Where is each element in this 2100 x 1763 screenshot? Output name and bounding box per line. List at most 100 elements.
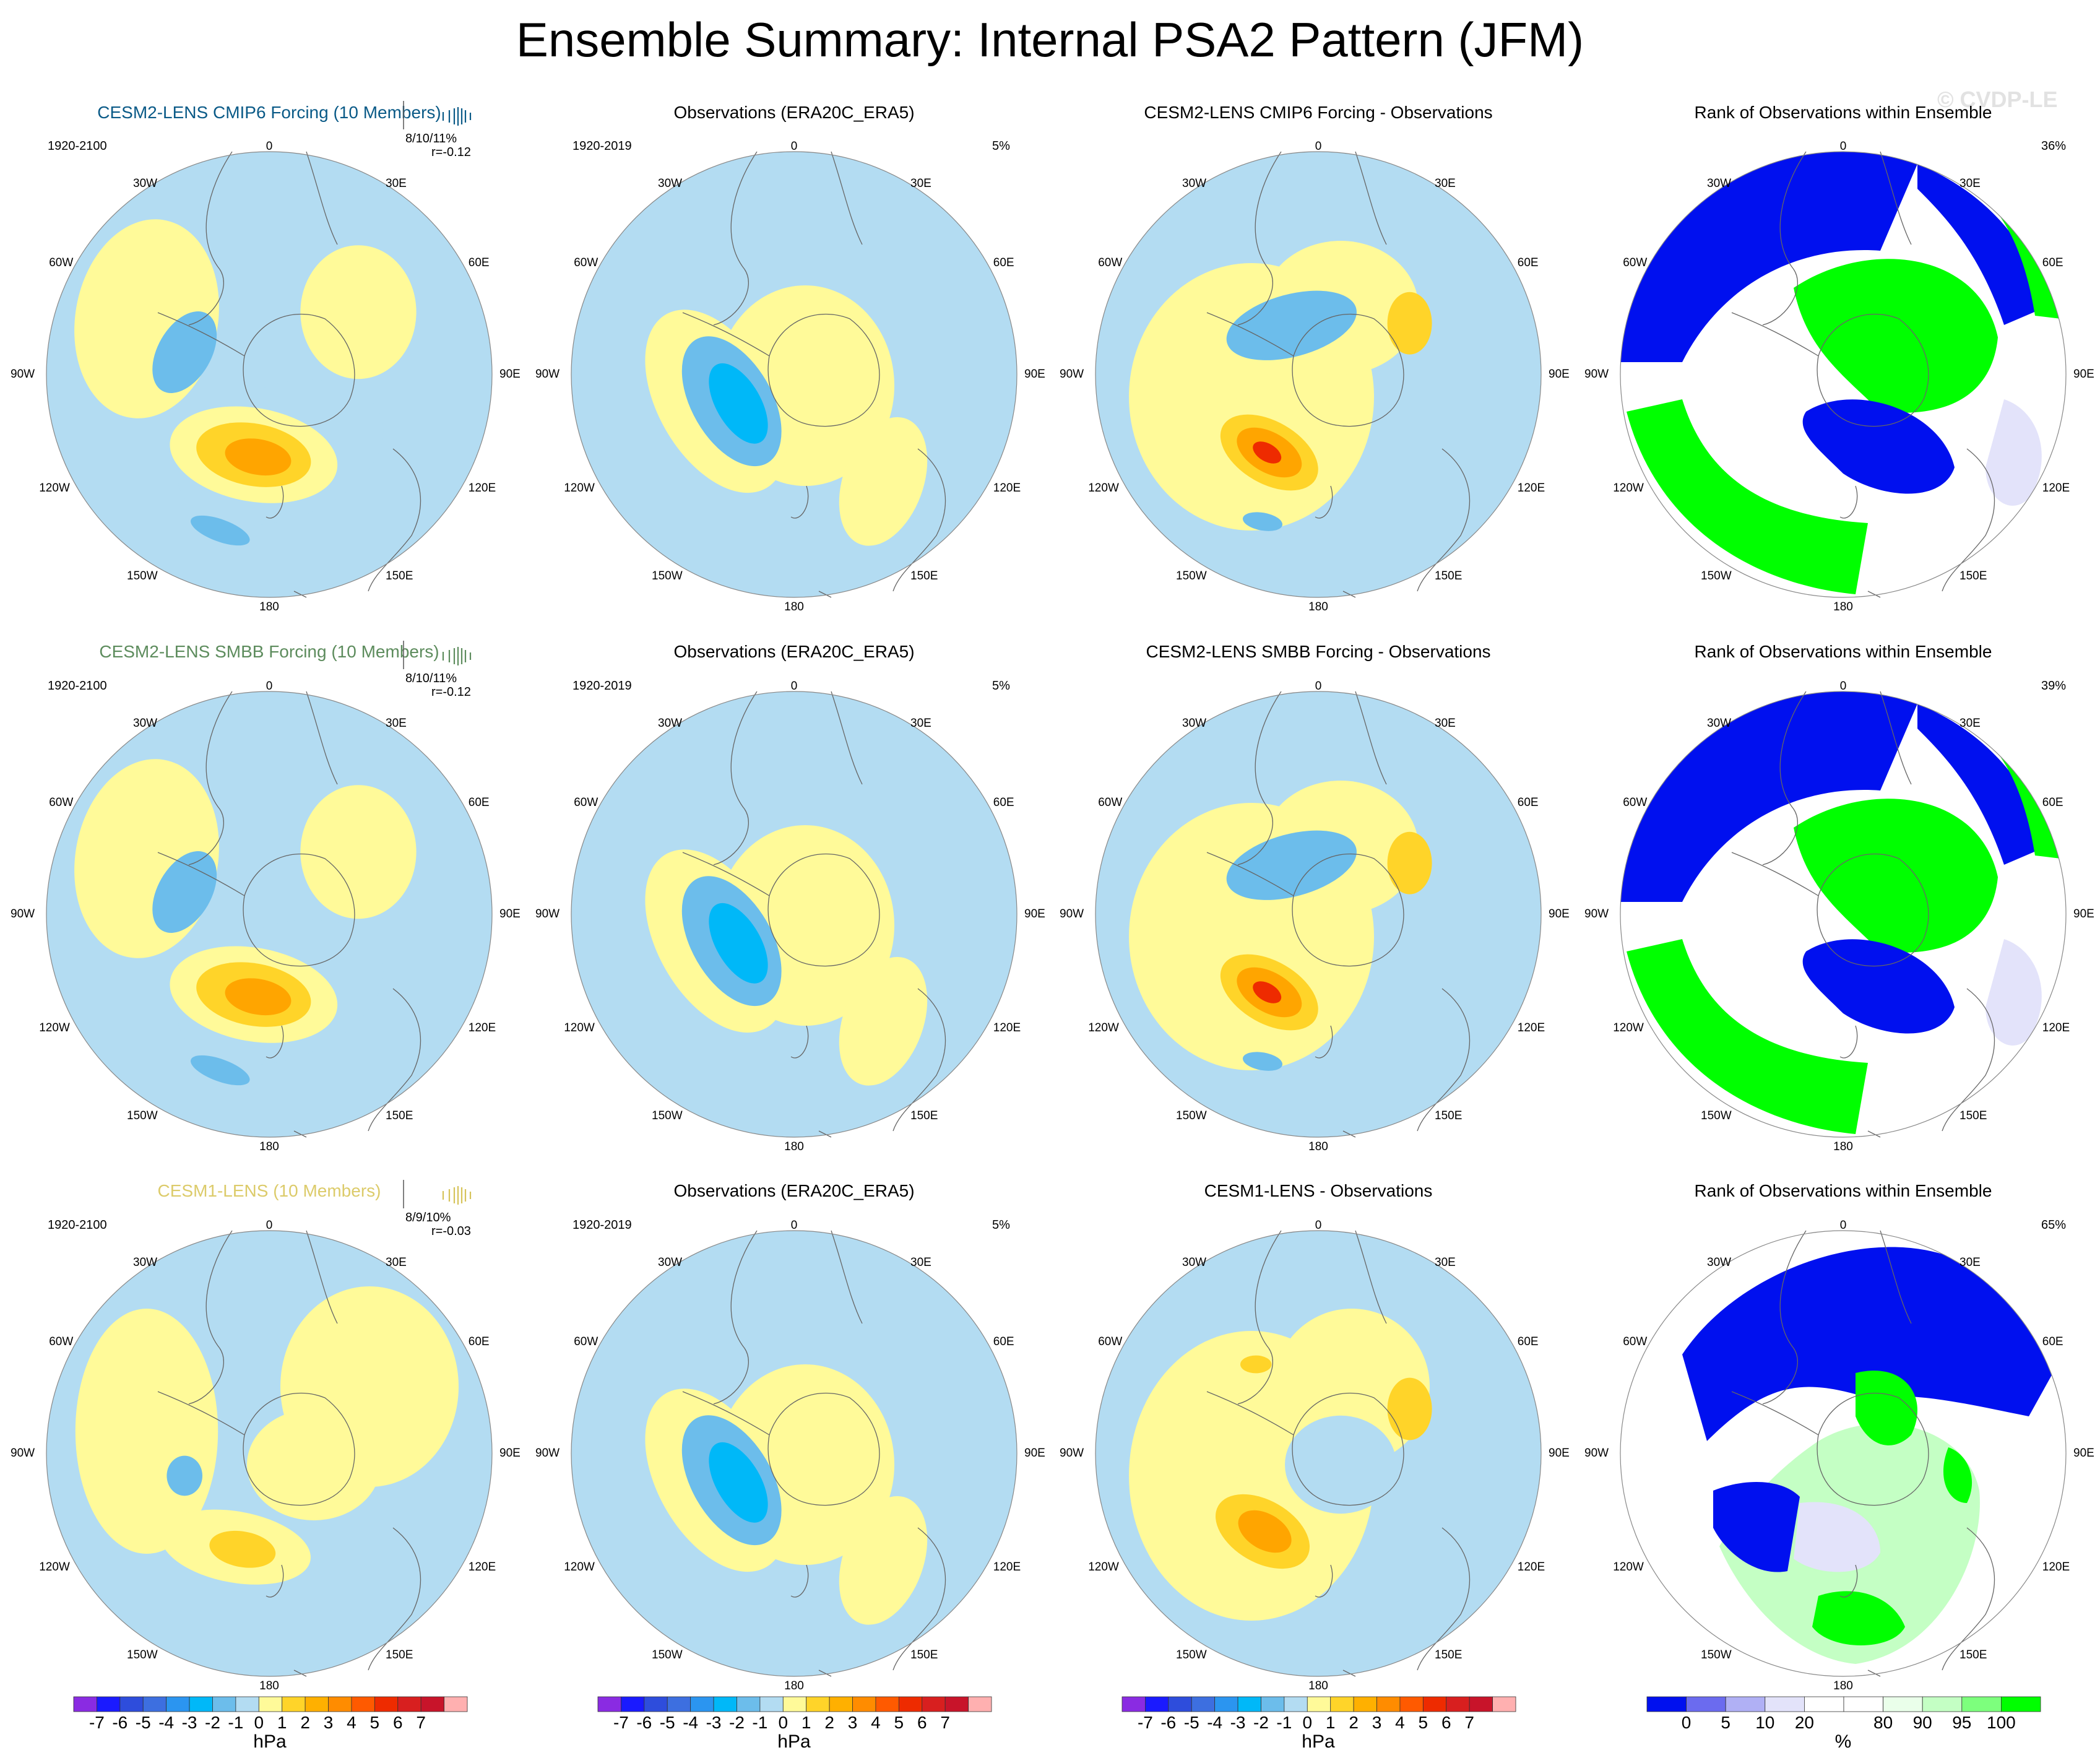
longitude-label: 60E	[2042, 1335, 2063, 1348]
colorbar-observations	[597, 1696, 992, 1712]
longitude-label: 120W	[564, 1021, 595, 1034]
longitude-label: 30E	[910, 1256, 931, 1270]
colorbar-swatch	[305, 1696, 329, 1712]
colorbar-swatch	[1214, 1696, 1238, 1712]
observations-map	[571, 1230, 1018, 1677]
longitude-label: 30W	[133, 1256, 158, 1270]
longitude-label: 60W	[49, 256, 74, 269]
longitude-label: 90W	[1584, 368, 1609, 381]
longitude-label: 90W	[1060, 907, 1084, 920]
longitude-label: 0	[266, 1219, 273, 1232]
colorbar-swatch	[97, 1696, 121, 1712]
longitude-label: 0	[1839, 1219, 1847, 1232]
longitude-label: 150E	[386, 1648, 413, 1661]
longitude-label: 90E	[499, 907, 521, 920]
longitude-label: 60W	[1623, 1335, 1648, 1348]
colorbar-swatch	[1961, 1696, 2002, 1712]
colorbar-swatch	[1922, 1696, 1963, 1712]
colorbar-swatch	[1353, 1696, 1377, 1712]
longitude-label: 30E	[1435, 1256, 1456, 1270]
longitude-label: 150E	[1435, 1109, 1463, 1122]
rank-map	[1620, 691, 2067, 1138]
colorbar-unit-label: hPa	[1302, 1731, 1335, 1752]
rank-panel-title: Rank of Observations within Ensemble	[1694, 103, 1992, 122]
colorbar-swatch	[690, 1696, 714, 1712]
longitude-label: 90E	[1024, 907, 1045, 920]
longitude-label: 30E	[1435, 177, 1456, 191]
colorbar-tick-label: 6	[392, 1713, 403, 1732]
longitude-label: 60E	[993, 1335, 1014, 1348]
watermark: © CVDP-LE	[1937, 87, 2058, 112]
longitude-label: 30W	[1707, 177, 1732, 191]
colorbar-swatch	[759, 1696, 784, 1712]
colorbar-tick-label: -2	[729, 1713, 745, 1732]
longitude-label: 30E	[910, 177, 931, 191]
correlation-label: r=-0.12	[431, 145, 471, 159]
longitude-label: 120W	[564, 1561, 595, 1574]
longitude-label: 150W	[1176, 569, 1207, 583]
rank-panel-title: Rank of Observations within Ensemble	[1694, 642, 1992, 661]
model-panel-title: CESM2-LENS CMIP6 Forcing (10 Members)	[97, 103, 441, 122]
colorbar-tick-label: -6	[1160, 1713, 1177, 1732]
model-panel-title: CESM1-LENS (10 Members)	[157, 1181, 381, 1200]
longitude-label: 180	[784, 1679, 804, 1692]
colorbar-tick-label: 5	[369, 1713, 380, 1732]
longitude-label: 120E	[1517, 482, 1545, 495]
longitude-label: 60E	[993, 256, 1014, 269]
colorbar-swatch	[258, 1696, 283, 1712]
longitude-label: 60E	[468, 256, 490, 269]
longitude-label: 30E	[386, 1256, 407, 1270]
longitude-label: 90E	[1024, 368, 1045, 381]
member-spread-histogram	[403, 641, 472, 669]
longitude-label: 180	[259, 1679, 279, 1692]
longitude-label: 150E	[1960, 569, 1987, 583]
longitude-label: 90E	[499, 368, 521, 381]
longitude-label: 180	[784, 600, 804, 613]
longitude-label: 90E	[1024, 1447, 1045, 1460]
colorbar-swatch	[1237, 1696, 1261, 1712]
longitude-label: 120E	[993, 1021, 1021, 1034]
longitude-label: 0	[1315, 680, 1322, 693]
longitude-label: 150W	[1701, 569, 1732, 583]
colorbar-tick-label: 4	[871, 1713, 881, 1732]
difference-panel-title: CESM2-LENS CMIP6 Forcing - Observations	[1144, 103, 1493, 122]
longitude-label: 60E	[468, 1335, 490, 1348]
colorbar-swatch	[235, 1696, 259, 1712]
longitude-label: 150E	[1435, 1648, 1463, 1661]
observations-panel-title: Observations (ERA20C_ERA5)	[673, 1181, 915, 1200]
longitude-label: 30W	[1182, 177, 1207, 191]
colorbar-model	[73, 1696, 468, 1712]
rank-map	[1620, 151, 2067, 598]
colorbar-swatch	[1843, 1696, 1883, 1712]
longitude-label: 60W	[574, 1335, 598, 1348]
longitude-label: 150W	[1176, 1109, 1207, 1122]
longitude-label: 30W	[1182, 1256, 1207, 1270]
longitude-label: 180	[784, 1140, 804, 1153]
difference-map	[1095, 151, 1542, 598]
colorbar-tick-label: 3	[1372, 1713, 1382, 1732]
colorbar-swatch	[1399, 1696, 1424, 1712]
longitude-label: 150W	[652, 1648, 683, 1661]
colorbar-rank	[1646, 1696, 2041, 1712]
colorbar-tick-label: 2	[824, 1713, 834, 1732]
percent-label: 39%	[2041, 679, 2067, 693]
colorbar-tick-label: -5	[135, 1713, 151, 1732]
longitude-label: 90W	[11, 907, 35, 920]
colorbar-tick-label: 80	[1873, 1713, 1893, 1732]
colorbar-difference	[1121, 1696, 1516, 1712]
colorbar-swatch	[119, 1696, 144, 1712]
longitude-label: 90W	[1584, 1447, 1609, 1460]
colorbar-swatch	[1330, 1696, 1354, 1712]
colorbar-swatch	[713, 1696, 737, 1712]
longitude-label: 60W	[1098, 796, 1123, 809]
colorbar-tick-label: 3	[323, 1713, 334, 1732]
longitude-label: 60W	[49, 796, 74, 809]
colorbar-unit-label: hPa	[777, 1731, 811, 1752]
colorbar-tick-label: 7	[416, 1713, 426, 1732]
longitude-label: 120W	[1088, 1561, 1119, 1574]
longitude-label: 0	[790, 1219, 798, 1232]
longitude-label: 120W	[39, 1021, 70, 1034]
colorbar-swatch	[351, 1696, 375, 1712]
longitude-label: 30W	[1707, 1256, 1732, 1270]
colorbar-tick-label: 7	[940, 1713, 950, 1732]
